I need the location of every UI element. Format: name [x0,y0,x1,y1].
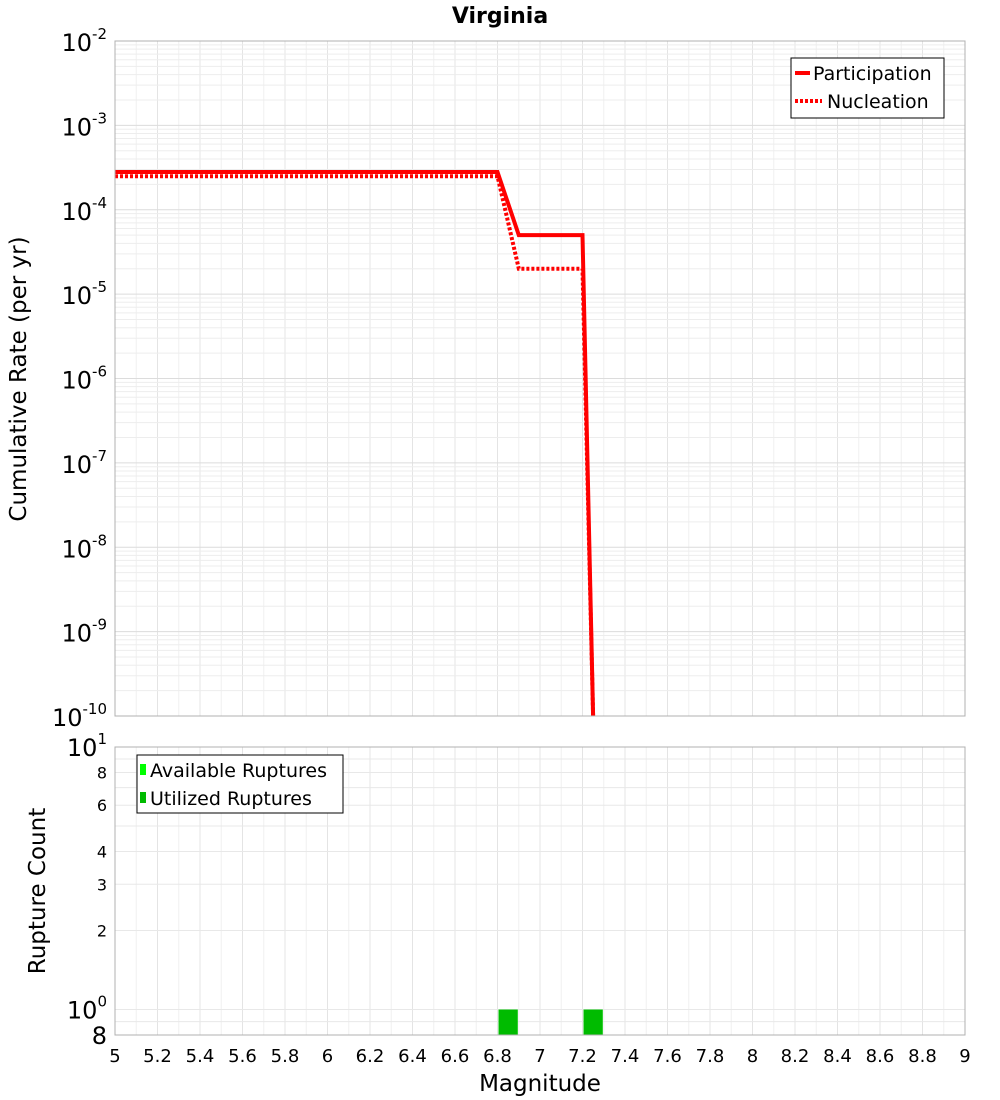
bottom-legend: Available Ruptures Utilized Ruptures [136,754,344,814]
legend-label-nucleation: Nucleation [827,91,929,113]
bottom-y-axis-label: Rupture Count [25,808,51,974]
legend-swatch-utilized-ruptures [140,792,146,803]
top-y-tick-labels: 10-2 10-3 10-4 10-5 10-6 10-7 10-8 10-9 10-10 [52,25,107,732]
x-tick-label: 6.4 [398,1046,427,1067]
y-tick-label: 8 [97,763,107,782]
y-tick-label: 10-2 [61,25,107,57]
y-tick-label: 10-4 [61,194,107,226]
legend-label-available-ruptures: Available Ruptures [150,760,327,782]
legend-swatch-available-ruptures [140,764,146,775]
legend-label-utilized-ruptures: Utilized Ruptures [150,788,312,810]
x-tick-label: 6 [322,1046,333,1067]
y-tick-label: 101 [67,730,107,762]
x-tick-label: 5.4 [186,1046,215,1067]
top-plot-series [115,170,596,717]
x-tick-label: 8.6 [866,1046,895,1067]
y-tick-label: 2 [97,922,107,941]
y-tick-label: 10-3 [61,109,107,141]
x-tick-label: 7.6 [653,1046,682,1067]
x-tick-label: 9 [959,1046,970,1067]
y-tick-label: 10-7 [61,447,107,479]
x-axis-label: Magnitude [479,1071,601,1097]
top-legend: Participation Nucleation [790,57,945,119]
bottom-plot-bars [498,1009,603,1035]
y-tick-label: 100 [67,993,107,1025]
x-tick-label: 5.6 [228,1046,257,1067]
bar-utilized-ruptures [583,1009,603,1035]
x-tick-label: 6.2 [356,1046,385,1067]
y-tick-label: 8 [92,1022,107,1050]
y-tick-label: 10-8 [61,531,107,563]
x-tick-label: 8.8 [908,1046,937,1067]
x-tick-label: 7 [534,1046,545,1067]
y-tick-label: 10-5 [61,278,107,310]
x-tick-label: 5 [109,1046,120,1067]
x-tick-label: 5.8 [271,1046,300,1067]
top-plot-frame [114,40,966,717]
x-tick-label: 8 [747,1046,758,1067]
x-tick-label: 7.8 [696,1046,725,1067]
y-tick-label: 10-9 [61,616,107,648]
y-tick-label: 10-6 [61,363,107,395]
top-plot-grid [114,41,966,717]
bottom-plot-frame [114,746,966,1036]
y-tick-label: 3 [97,875,107,894]
top-y-axis-label: Cumulative Rate (per yr) [6,236,32,521]
series-line-nucleation [115,174,596,717]
x-tick-label: 7.4 [611,1046,640,1067]
x-tick-labels: 5 5.2 5.4 5.6 5.8 6 6.2 6.4 6.6 6.8 7 7.2 7.4 7.6 7.8 8… [109,1046,970,1067]
x-tick-label: 8.4 [823,1046,852,1067]
y-tick-label: 6 [97,796,107,815]
x-tick-label: 6.8 [483,1046,512,1067]
legend-label-participation: Participation [813,63,932,85]
x-tick-label: 5.2 [143,1046,172,1067]
chart-title: Virginia [452,4,548,29]
x-tick-label: 8.2 [781,1046,810,1067]
y-tick-label: 4 [97,842,107,861]
bar-utilized-ruptures [498,1009,518,1035]
x-tick-label: 6.6 [441,1046,470,1067]
y-tick-label: 10-10 [52,700,107,732]
x-tick-label: 7.2 [568,1046,597,1067]
